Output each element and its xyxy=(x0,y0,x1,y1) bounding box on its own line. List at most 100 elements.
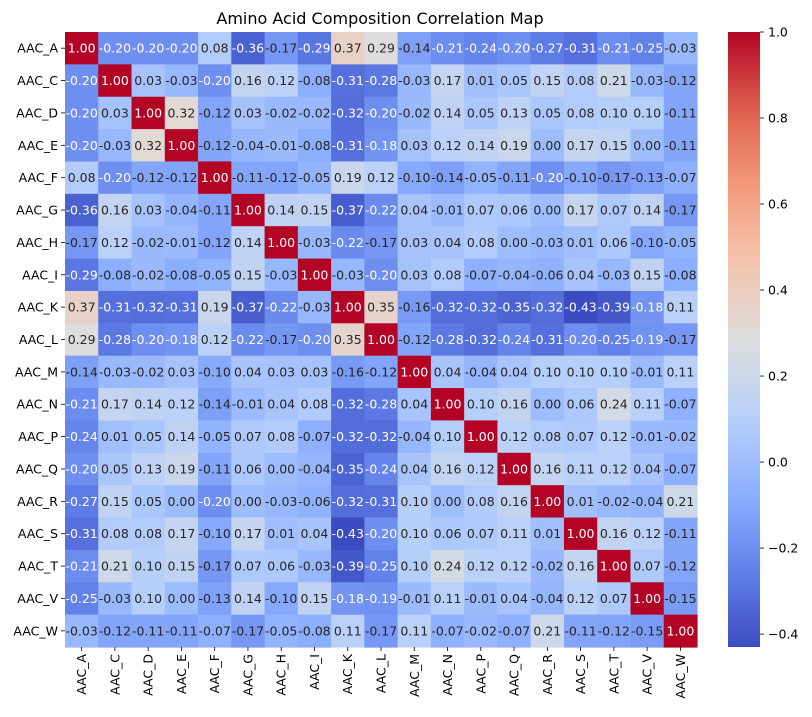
cell-label-AAC_K-AAC_A: 0.37 xyxy=(68,300,96,315)
cell-label-AAC_L-AAC_R: -0.31 xyxy=(531,332,563,347)
cell-label-AAC_V-AAC_Q: 0.04 xyxy=(500,591,528,606)
cell-AAC_A-AAC_R xyxy=(530,32,565,65)
cell-label-AAC_Q-AAC_K: -0.35 xyxy=(332,461,364,476)
colorbar-tick-label-6: 0.8 xyxy=(768,111,788,126)
cell-AAC_W-AAC_G xyxy=(231,614,266,648)
cell-AAC_K-AAC_G xyxy=(231,290,266,324)
cell-label-AAC_E-AAC_M: 0.03 xyxy=(400,138,428,153)
cell-AAC_S-AAC_I xyxy=(297,517,332,551)
cell-label-AAC_E-AAC_G: -0.04 xyxy=(232,138,264,153)
y-tick-label-AAC_F: AAC_F xyxy=(19,170,58,185)
cell-label-AAC_P-AAC_P: 1.00 xyxy=(467,429,495,444)
x-tick-label-AAC_T: AAC_T xyxy=(606,654,621,694)
cell-AAC_W-AAC_V xyxy=(630,614,665,648)
cell-AAC_A-AAC_A xyxy=(65,32,99,65)
cell-AAC_P-AAC_V xyxy=(630,420,665,454)
cell-AAC_C-AAC_P xyxy=(464,64,499,98)
cell-label-AAC_H-AAC_N: 0.04 xyxy=(434,235,462,250)
cell-label-AAC_G-AAC_V: 0.14 xyxy=(633,203,661,218)
cell-label-AAC_R-AAC_G: 0.00 xyxy=(234,494,262,509)
cell-AAC_Q-AAC_W xyxy=(663,452,698,486)
cell-AAC_P-AAC_A xyxy=(65,420,99,454)
cell-label-AAC_G-AAC_G: 1.00 xyxy=(234,203,262,218)
cell-label-AAC_E-AAC_I: -0.08 xyxy=(298,138,330,153)
cell-AAC_L-AAC_E xyxy=(164,323,199,357)
cell-label-AAC_S-AAC_W: -0.11 xyxy=(664,526,696,541)
cell-label-AAC_F-AAC_R: -0.20 xyxy=(531,170,563,185)
cell-label-AAC_G-AAC_R: 0.00 xyxy=(533,203,561,218)
cell-label-AAC_F-AAC_S: -0.10 xyxy=(564,170,596,185)
cell-label-AAC_R-AAC_P: 0.08 xyxy=(467,494,495,509)
x-tick-label-AAC_P: AAC_P xyxy=(473,654,488,694)
cell-AAC_F-AAC_Q xyxy=(497,161,532,195)
cell-AAC_C-AAC_C xyxy=(98,64,133,98)
cell-label-AAC_R-AAC_H: -0.03 xyxy=(265,494,297,509)
cell-AAC_I-AAC_E xyxy=(164,258,199,292)
x-tick-label-AAC_V: AAC_V xyxy=(640,654,655,695)
cell-label-AAC_A-AAC_W: -0.03 xyxy=(664,41,696,56)
cell-label-AAC_D-AAC_L: -0.20 xyxy=(365,105,397,120)
cell-label-AAC_E-AAC_K: -0.31 xyxy=(332,138,364,153)
cell-AAC_V-AAC_C xyxy=(98,582,133,616)
cell-AAC_G-AAC_A xyxy=(65,193,99,227)
cell-AAC_L-AAC_P xyxy=(464,323,499,357)
cell-AAC_V-AAC_F xyxy=(198,582,232,616)
cell-AAC_W-AAC_F xyxy=(198,614,232,648)
cell-label-AAC_K-AAC_I: -0.03 xyxy=(298,300,330,315)
y-tick-label-AAC_E: AAC_E xyxy=(18,138,58,153)
y-tick-label-AAC_D: AAC_D xyxy=(16,105,58,120)
cell-AAC_S-AAC_M xyxy=(397,517,432,551)
cell-label-AAC_G-AAC_K: -0.37 xyxy=(332,203,364,218)
cell-label-AAC_N-AAC_D: 0.14 xyxy=(134,397,162,412)
cell-label-AAC_S-AAC_M: 0.10 xyxy=(400,526,428,541)
cell-AAC_E-AAC_K xyxy=(331,129,365,163)
cell-AAC_M-AAC_P xyxy=(464,355,499,389)
cell-AAC_F-AAC_R xyxy=(530,161,565,195)
cell-AAC_E-AAC_C xyxy=(98,129,133,163)
cell-AAC_L-AAC_V xyxy=(630,323,665,357)
cell-AAC_K-AAC_N xyxy=(430,290,465,324)
cell-label-AAC_M-AAC_E: 0.03 xyxy=(167,364,195,379)
cell-AAC_M-AAC_Q xyxy=(497,355,532,389)
cell-label-AAC_F-AAC_C: -0.20 xyxy=(99,170,131,185)
cell-AAC_K-AAC_R xyxy=(530,290,565,324)
y-tick-label-AAC_M: AAC_M xyxy=(15,364,58,379)
cell-AAC_N-AAC_M xyxy=(397,388,432,422)
cell-AAC_T-AAC_E xyxy=(164,549,199,583)
cell-label-AAC_G-AAC_S: 0.17 xyxy=(567,203,595,218)
cell-AAC_A-AAC_I xyxy=(297,32,332,65)
cell-AAC_K-AAC_K xyxy=(331,290,365,324)
cell-label-AAC_N-AAC_M: 0.04 xyxy=(400,397,428,412)
cell-label-AAC_F-AAC_G: -0.11 xyxy=(232,170,264,185)
cell-label-AAC_C-AAC_A: -0.20 xyxy=(65,73,97,88)
cell-label-AAC_V-AAC_I: 0.15 xyxy=(301,591,329,606)
cell-AAC_H-AAC_R xyxy=(530,226,565,260)
cell-label-AAC_I-AAC_V: 0.15 xyxy=(633,267,661,282)
cell-AAC_T-AAC_F xyxy=(198,549,232,583)
cell-AAC_A-AAC_H xyxy=(264,32,299,65)
cell-AAC_P-AAC_N xyxy=(430,420,465,454)
cell-label-AAC_D-AAC_S: 0.08 xyxy=(567,105,595,120)
cell-label-AAC_S-AAC_P: 0.07 xyxy=(467,526,495,541)
cell-AAC_M-AAC_C xyxy=(98,355,133,389)
cell-AAC_P-AAC_L xyxy=(364,420,399,454)
cell-AAC_A-AAC_M xyxy=(397,32,432,65)
cell-label-AAC_A-AAC_A: 1.00 xyxy=(68,41,96,56)
cell-label-AAC_Q-AAC_R: 0.16 xyxy=(533,461,561,476)
cell-label-AAC_E-AAC_P: 0.14 xyxy=(467,138,495,153)
cell-label-AAC_V-AAC_M: -0.01 xyxy=(398,591,430,606)
cell-AAC_F-AAC_L xyxy=(364,161,399,195)
cell-AAC_W-AAC_I xyxy=(297,614,332,648)
cell-label-AAC_I-AAC_K: -0.03 xyxy=(332,267,364,282)
cell-AAC_E-AAC_P xyxy=(464,129,499,163)
cell-label-AAC_S-AAC_R: 0.01 xyxy=(533,526,561,541)
cell-label-AAC_K-AAC_T: -0.39 xyxy=(598,300,630,315)
cell-AAC_V-AAC_T xyxy=(597,582,632,616)
cell-label-AAC_A-AAC_H: -0.17 xyxy=(265,41,297,56)
cell-label-AAC_D-AAC_V: 0.10 xyxy=(633,105,661,120)
cell-label-AAC_P-AAC_G: 0.07 xyxy=(234,429,262,444)
cell-label-AAC_W-AAC_E: -0.11 xyxy=(165,623,197,638)
cell-label-AAC_A-AAC_F: 0.08 xyxy=(201,41,229,56)
cell-AAC_Q-AAC_P xyxy=(464,452,499,486)
cell-AAC_M-AAC_S xyxy=(563,355,598,389)
